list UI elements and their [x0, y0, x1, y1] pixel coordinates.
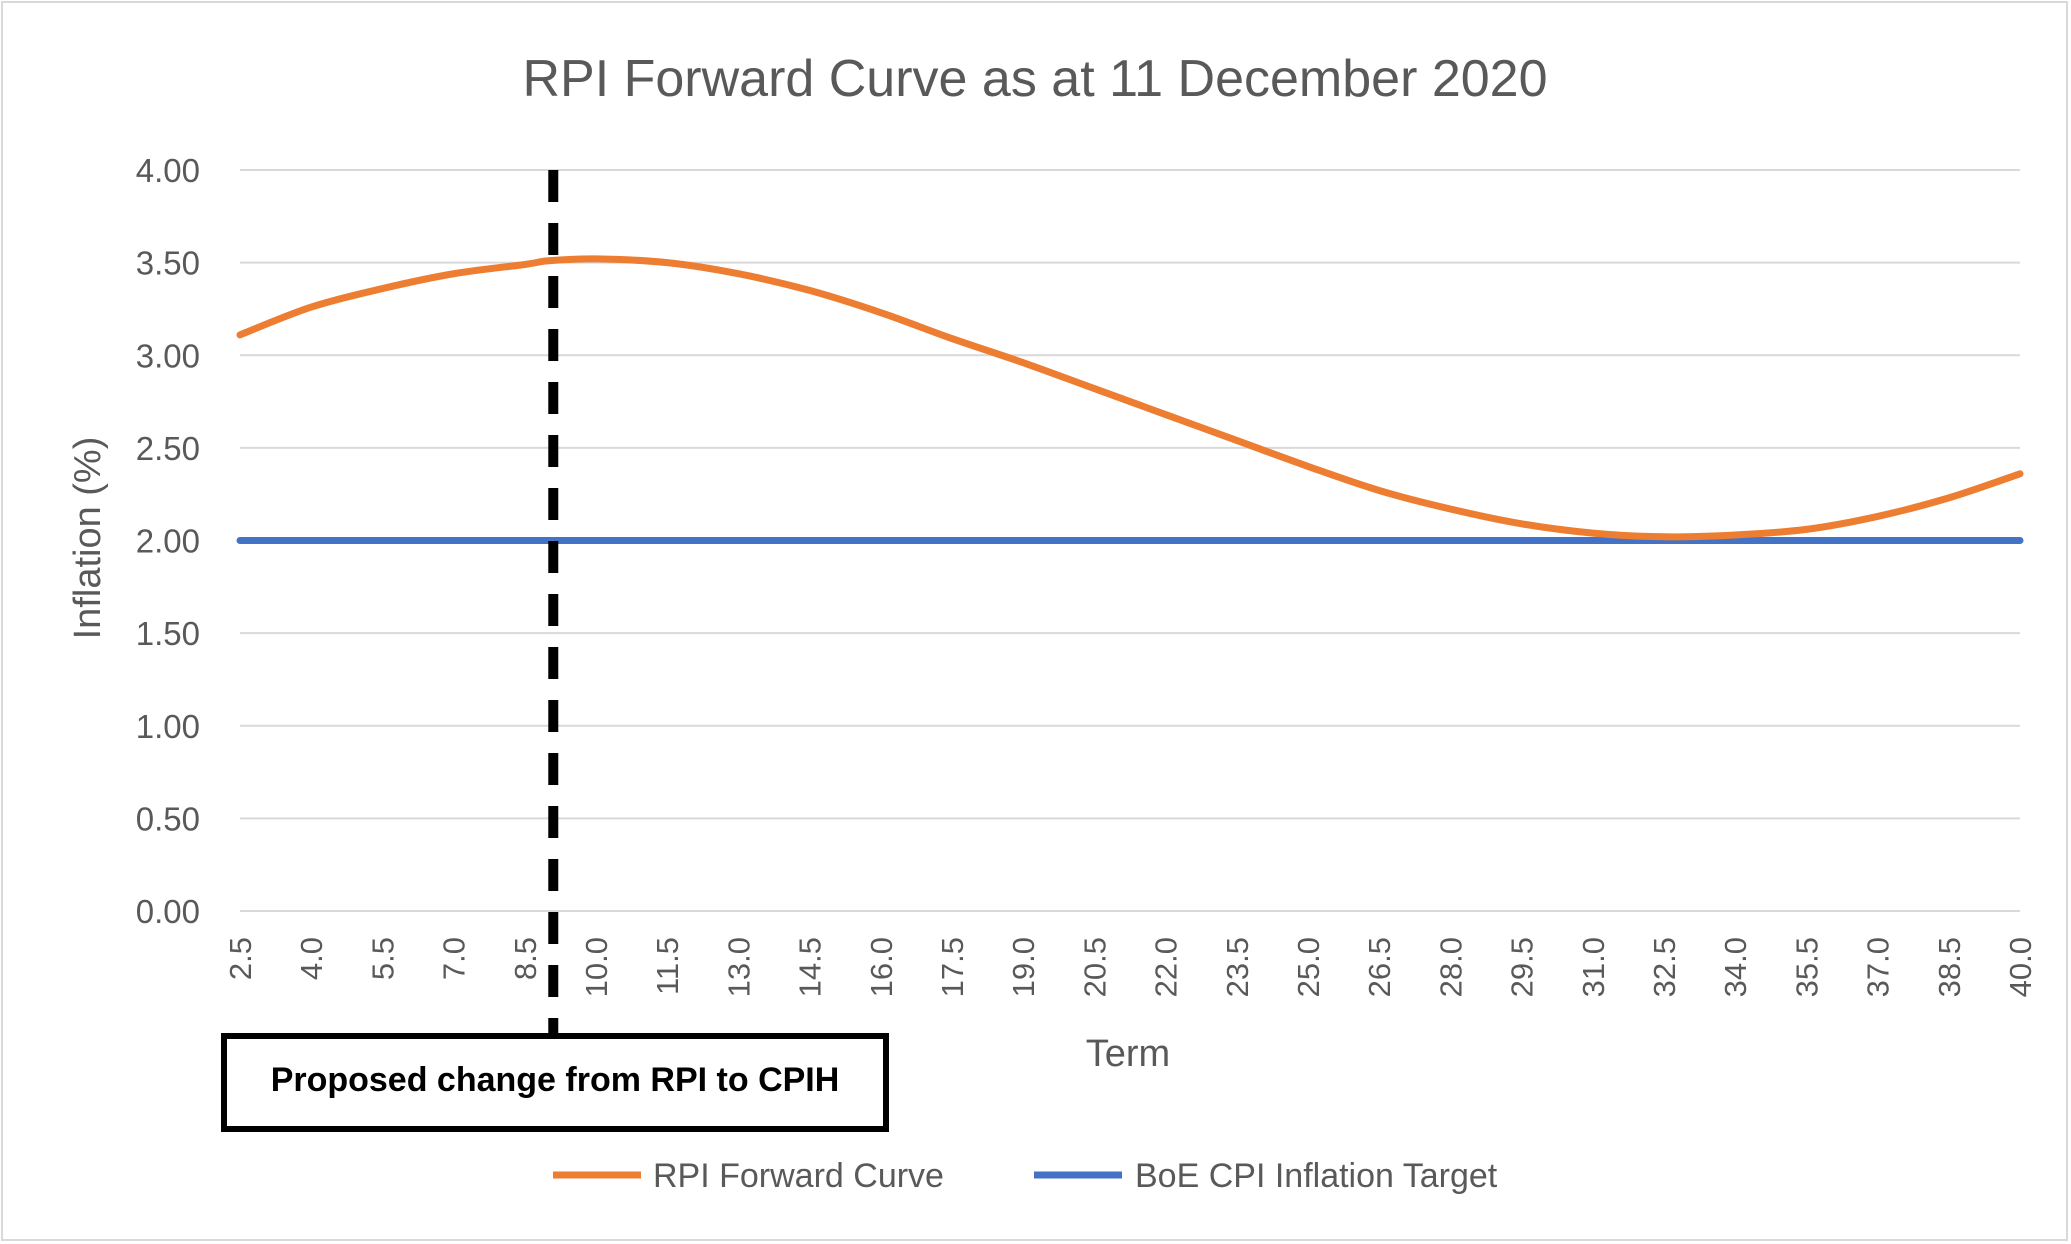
x-tick-labels: 2.5 4.0 5.5 7.0 8.5 10.0 11.5 13.0 14.5 16.0 17.5 1…: [223, 937, 2038, 997]
x-tick-label: 37.0: [1861, 937, 1896, 997]
x-tick-label: 19.0: [1006, 937, 1041, 997]
annotation-box: [221, 1033, 889, 1132]
x-tick-label: 8.5: [508, 937, 543, 980]
series-lines: [236, 255, 2024, 544]
x-axis-label: Term: [1086, 1033, 1170, 1075]
y-tick-label: 3.00: [136, 337, 200, 374]
gridlines: [240, 169, 2020, 912]
x-tick-label: 10.0: [579, 937, 614, 997]
y-tick-labels: 0.00 0.50 1.00 1.50 2.00 2.50 3.00 3.50 4.00: [136, 152, 200, 930]
x-tick-label: 26.5: [1362, 937, 1397, 997]
y-tick-label: 2.50: [136, 430, 200, 467]
x-tick-label: 14.5: [793, 937, 828, 997]
x-tick-label: 16.0: [864, 937, 899, 997]
chart-title: RPI Forward Curve as at 11 December 2020: [522, 50, 1547, 108]
x-tick-label: 17.5: [935, 937, 970, 997]
x-tick-label: 35.5: [1789, 937, 1824, 997]
x-tick-label: 23.5: [1220, 937, 1255, 997]
legend-label-rpi-forward-curve: RPI Forward Curve: [653, 1157, 944, 1195]
y-tick-label: 1.50: [136, 615, 200, 652]
y-tick-label: 0.50: [136, 800, 200, 837]
x-tick-label: 32.5: [1647, 937, 1682, 997]
y-axis-label: Inflation (%): [67, 437, 109, 640]
x-tick-label: 2.5: [223, 937, 258, 980]
series-line-rpi-forward-curve: [236, 255, 2024, 541]
x-tick-label: 4.0: [294, 937, 329, 980]
legend: RPI Forward Curve BoE CPI Inflation Targ…: [553, 1157, 1498, 1195]
y-tick-label: 4.00: [136, 152, 200, 189]
y-tick-label: 3.50: [136, 245, 200, 282]
y-tick-label: 2.00: [136, 523, 200, 560]
x-tick-label: 34.0: [1718, 937, 1753, 997]
x-tick-label: 22.0: [1149, 937, 1184, 997]
x-tick-label: 25.0: [1291, 937, 1326, 997]
y-tick-label: 1.00: [136, 708, 200, 745]
x-tick-label: 5.5: [365, 937, 400, 980]
y-tick-label: 0.00: [136, 893, 200, 930]
x-tick-label: 38.5: [1932, 937, 1967, 997]
x-tick-label: 31.0: [1576, 937, 1611, 997]
legend-label-boe-cpi-target: BoE CPI Inflation Target: [1135, 1157, 1498, 1195]
x-tick-label: 28.0: [1433, 937, 1468, 997]
x-tick-label: 11.5: [650, 937, 685, 995]
x-tick-label: 7.0: [437, 937, 472, 980]
x-tick-label: 20.5: [1077, 937, 1112, 997]
x-tick-label: 29.5: [1505, 937, 1540, 997]
x-tick-label: 40.0: [2003, 937, 2038, 997]
x-tick-label: 13.0: [721, 937, 756, 997]
annotation-label: Proposed change from RPI to CPIH: [271, 1061, 840, 1099]
